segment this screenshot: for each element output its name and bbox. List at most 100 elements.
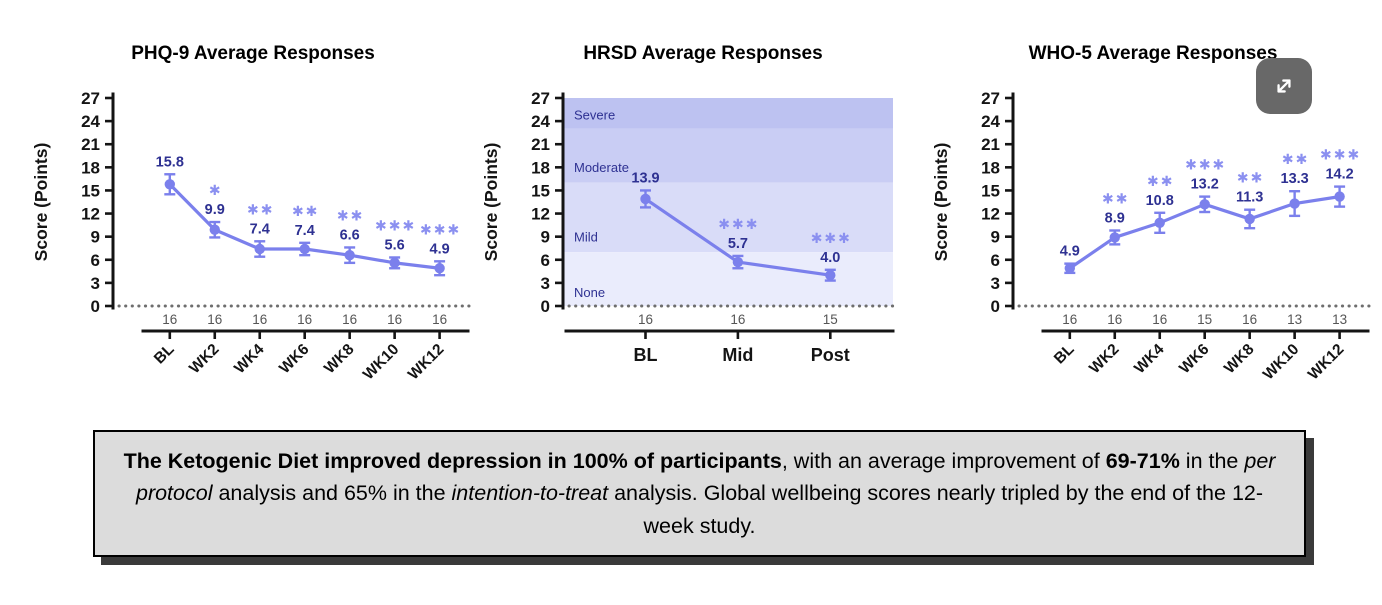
value-label: 4.9 (1060, 244, 1080, 260)
phq9-plot: 0 3 6 9 12 15 18 21 24 27 Score (Points) 15.8 9.9 ✱ 7.… (31, 89, 474, 383)
hrsd-chart: HRSD Average Responses Severe Moderate Mil… (478, 42, 928, 398)
category-label: Mid (722, 345, 753, 365)
data-point (434, 263, 445, 274)
value-label: 13.9 (631, 170, 659, 186)
expand-icon (1277, 79, 1291, 93)
value-label: 9.9 (205, 202, 225, 218)
n-label: 13 (1287, 312, 1302, 327)
summary-text-segment: The Ketogenic Diet improved depression i… (123, 449, 782, 473)
value-label: 8.9 (1105, 211, 1125, 227)
y-axis-title: Score (Points) (31, 143, 51, 262)
y-tick-label: 3 (91, 274, 100, 293)
summary-text-segment: , with an average improvement of (781, 449, 1106, 473)
n-label: 16 (342, 312, 357, 327)
summary-text-segment: per protocol (135, 449, 1276, 506)
data-point (732, 256, 744, 268)
y-axis-title: Score (Points) (481, 143, 501, 262)
n-label: 16 (162, 312, 177, 327)
significance-stars: ✱✱ (1237, 171, 1264, 187)
data-point (209, 224, 220, 235)
y-tick-label: 9 (91, 228, 100, 247)
n-label: 16 (432, 312, 447, 327)
y-tick-label: 24 (81, 112, 100, 131)
significance-stars: ✱✱ (1147, 174, 1174, 190)
y-tick-label: 9 (541, 228, 550, 247)
y-tick-label: 12 (81, 205, 100, 224)
n-label: 16 (252, 312, 267, 327)
y-tick-label: 27 (531, 89, 550, 108)
y-tick-label: 18 (81, 158, 100, 177)
severity-band-moderate (564, 128, 893, 183)
n-label: 16 (207, 312, 222, 327)
data-point (254, 243, 265, 255)
y-tick-label: 27 (981, 89, 1000, 108)
category-label: WK4 (1131, 341, 1168, 378)
n-label: 15 (823, 312, 838, 327)
category-label: WK6 (1176, 341, 1213, 378)
category-label: BL (634, 345, 658, 365)
y-tick-label: 6 (541, 251, 550, 270)
category-label: WK2 (186, 341, 222, 377)
category-label: WK10 (360, 341, 402, 383)
value-label: 13.3 (1281, 171, 1309, 187)
y-tick-label: 0 (541, 297, 550, 316)
data-point (164, 179, 175, 190)
summary-box: The Ketogenic Diet improved depression i… (93, 430, 1306, 557)
band-label-moderate: Moderate (574, 160, 629, 175)
significance-stars: ✱✱ (1102, 192, 1129, 208)
summary-text: The Ketogenic Diet improved depression i… (121, 445, 1278, 542)
significance-stars: ✱✱✱ (811, 231, 852, 247)
expand-button[interactable] (1256, 58, 1312, 114)
y-tick-label: 15 (81, 181, 100, 200)
significance-stars: ✱✱✱ (420, 222, 461, 238)
who5-plot: 0 3 6 9 12 15 18 21 24 27 Score (Points) 4.9 8.9 ✱✱ 10… (931, 89, 1374, 383)
summary-text-segment: analysis. Global wellbeing scores nearly… (608, 481, 1264, 538)
y-tick-label: 24 (531, 112, 550, 131)
y-tick-label: 18 (981, 158, 1000, 177)
y-tick-label: 27 (81, 89, 100, 108)
band-label-mild: Mild (574, 229, 598, 244)
value-label: 5.7 (728, 236, 748, 252)
data-point (825, 269, 836, 281)
y-tick-label: 3 (541, 274, 550, 293)
category-label: WK12 (405, 341, 447, 383)
n-label: 16 (1107, 312, 1122, 327)
n-label: 16 (638, 312, 653, 327)
summary-text-segment: analysis and 65% in the (212, 481, 452, 506)
y-tick-label: 18 (531, 158, 550, 177)
significance-stars: ✱✱✱ (1185, 158, 1226, 174)
value-label: 4.0 (820, 250, 840, 266)
y-tick-label: 3 (991, 274, 1000, 293)
y-tick-label: 6 (991, 251, 1000, 270)
data-point (344, 249, 355, 261)
y-tick-label: 9 (991, 228, 1000, 247)
significance-stars: ✱✱ (247, 202, 274, 218)
y-tick-label: 0 (91, 297, 100, 316)
hrsd-plot: Severe Moderate Mild None 0 3 6 9 12 15 18 21 24 27 Sc… (481, 89, 899, 365)
significance-stars: ✱✱ (292, 204, 319, 220)
value-label: 4.9 (430, 241, 450, 257)
category-label: WK6 (276, 341, 313, 378)
value-label: 15.8 (156, 154, 184, 170)
category-label: WK8 (321, 341, 358, 378)
category-label: BL (1051, 341, 1078, 368)
category-label: WK8 (1221, 341, 1258, 378)
value-label: 11.3 (1236, 190, 1263, 206)
summary-text-segment: in the (1179, 449, 1245, 473)
significance-stars: ✱ (209, 183, 223, 199)
value-label: 14.2 (1325, 167, 1353, 183)
severity-band-none (564, 252, 893, 306)
y-tick-label: 12 (981, 205, 1000, 224)
who5-chart-title: WHO-5 Average Responses (1028, 43, 1278, 64)
y-tick-label: 15 (531, 181, 550, 200)
value-label: 13.2 (1191, 177, 1219, 193)
significance-stars: ✱✱✱ (375, 218, 416, 234)
category-label: WK12 (1305, 341, 1347, 383)
data-point (1154, 217, 1165, 228)
y-tick-label: 6 (91, 251, 100, 270)
significance-stars: ✱✱✱ (718, 217, 759, 233)
significance-stars: ✱✱ (1282, 152, 1309, 168)
y-tick-label: 21 (531, 135, 550, 154)
value-label: 5.6 (385, 237, 405, 253)
